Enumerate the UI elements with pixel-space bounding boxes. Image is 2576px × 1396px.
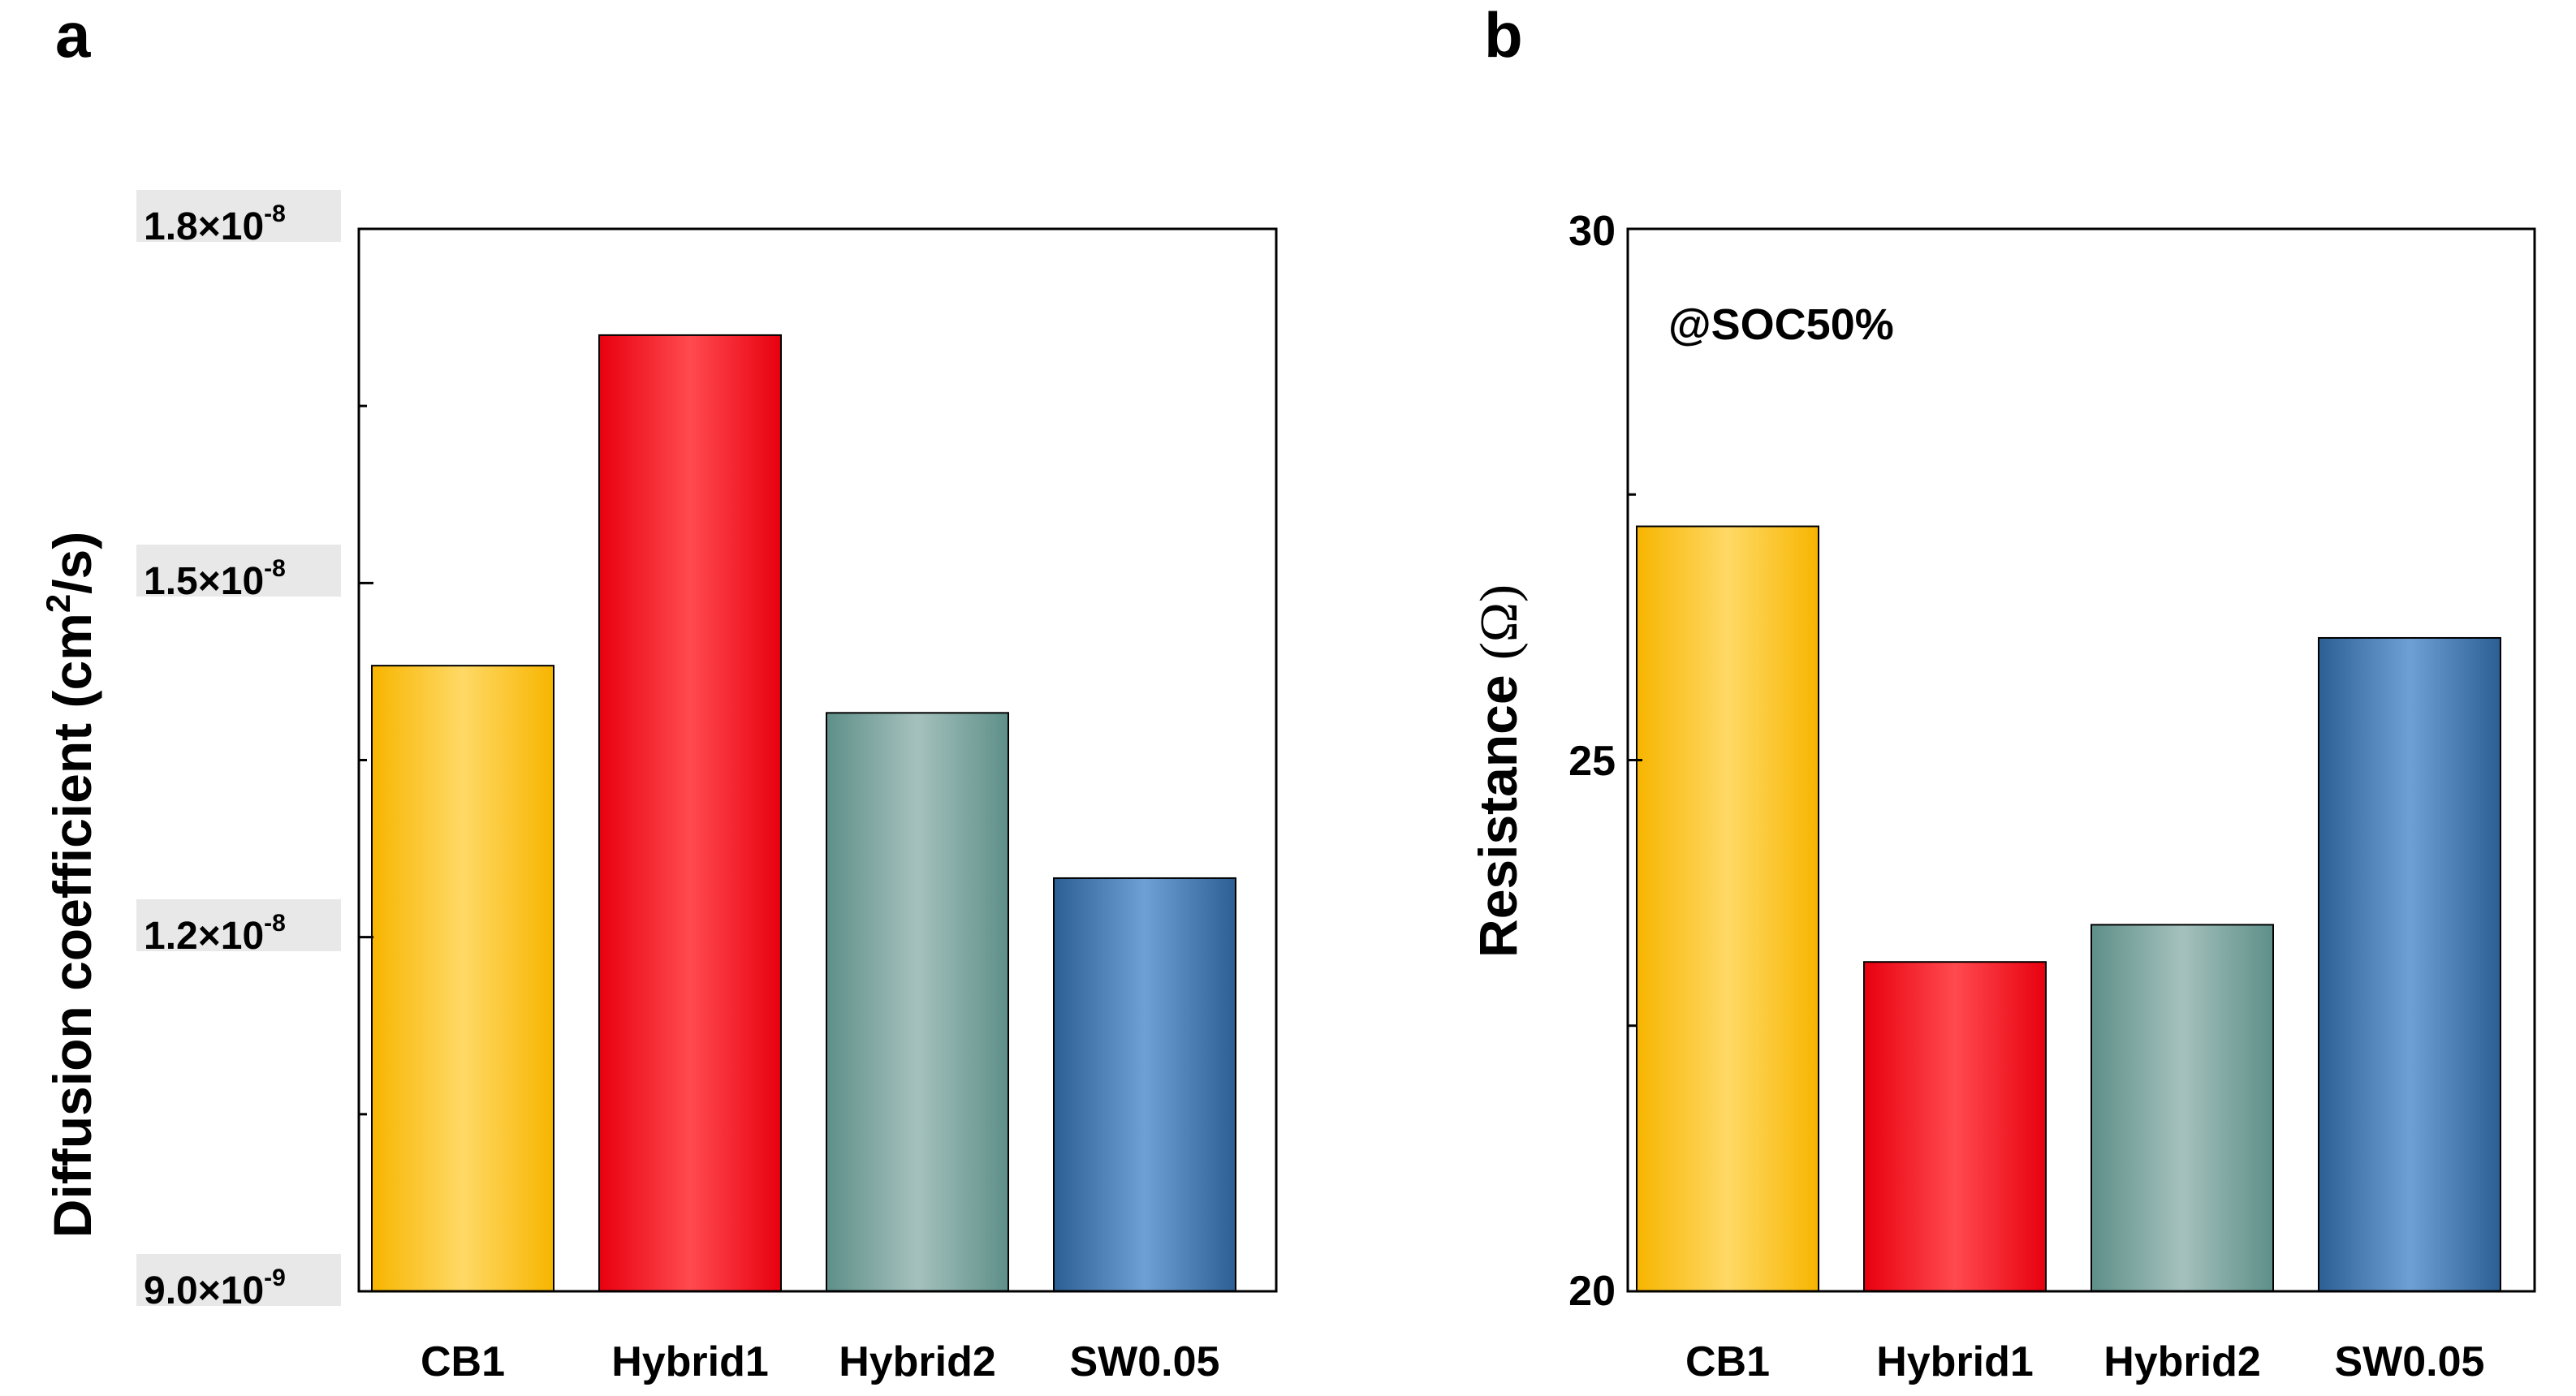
x-tick-label: CB1	[421, 1338, 505, 1385]
x-tick-label: Hybrid1	[1876, 1338, 2034, 1385]
x-tick-labels-b: CB1 Hybrid1 Hybrid2 SW0.05	[1685, 1338, 2485, 1385]
x-tick-label: Hybrid2	[2104, 1338, 2261, 1385]
panel-letter-b: b	[1484, 0, 1523, 71]
panel-letter-a: a	[55, 0, 91, 71]
y-tick-label: 25	[1568, 738, 1616, 785]
bar-cb1	[371, 665, 554, 1292]
y-tick-label: 1.8×10-8	[144, 200, 286, 248]
y-tick-labels-a: 9.0×10-9 1.2×10-8 1.5×10-8 1.8×10-8	[136, 190, 341, 1312]
annotation-soc: @SOC50%	[1668, 300, 1894, 349]
bar-hybrid2	[826, 712, 1009, 1292]
panel-a: a Diffusion coefficient (cm2/s) 9.0×10-9…	[39, 0, 1278, 1385]
y-tick-label: 1.5×10-8	[144, 555, 286, 603]
x-tick-label: SW0.05	[1070, 1338, 1220, 1385]
bar-hybrid1	[1863, 961, 2047, 1292]
x-tick-label: Hybrid2	[839, 1338, 996, 1385]
y-tick-labels-b: 20 25 30	[1568, 208, 1616, 1315]
bar-sw0-05	[1053, 877, 1236, 1292]
bar-hybrid2	[2091, 924, 2274, 1293]
y-axis-title-a: Diffusion coefficient (cm2/s)	[39, 532, 102, 1238]
x-tick-label: Hybrid1	[611, 1338, 769, 1385]
bar-cb1	[1636, 525, 1819, 1292]
y-tick-label: 20	[1568, 1268, 1616, 1315]
plot-frame-a	[357, 227, 1278, 1293]
bar-sw0-05	[2318, 636, 2501, 1292]
plot-frame-b	[1626, 227, 2536, 1293]
y-tick-label: 30	[1568, 208, 1616, 255]
bar-hybrid1	[598, 334, 782, 1292]
bars-a	[371, 334, 1236, 1292]
x-tick-label: SW0.05	[2335, 1338, 2485, 1385]
x-tick-label: CB1	[1685, 1338, 1770, 1385]
y-tick-label: 1.2×10-8	[144, 910, 286, 958]
panel-b: b Resistance (Ω) @SOC50% 20 25 30 CB1 Hyb…	[1468, 0, 2536, 1385]
x-tick-labels-a: CB1 Hybrid1 Hybrid2 SW0.05	[421, 1338, 1220, 1385]
y-tick-label: 9.0×10-9	[144, 1265, 286, 1312]
bars-b	[1636, 525, 2501, 1293]
y-axis-title-b: Resistance (Ω)	[1468, 584, 1529, 958]
